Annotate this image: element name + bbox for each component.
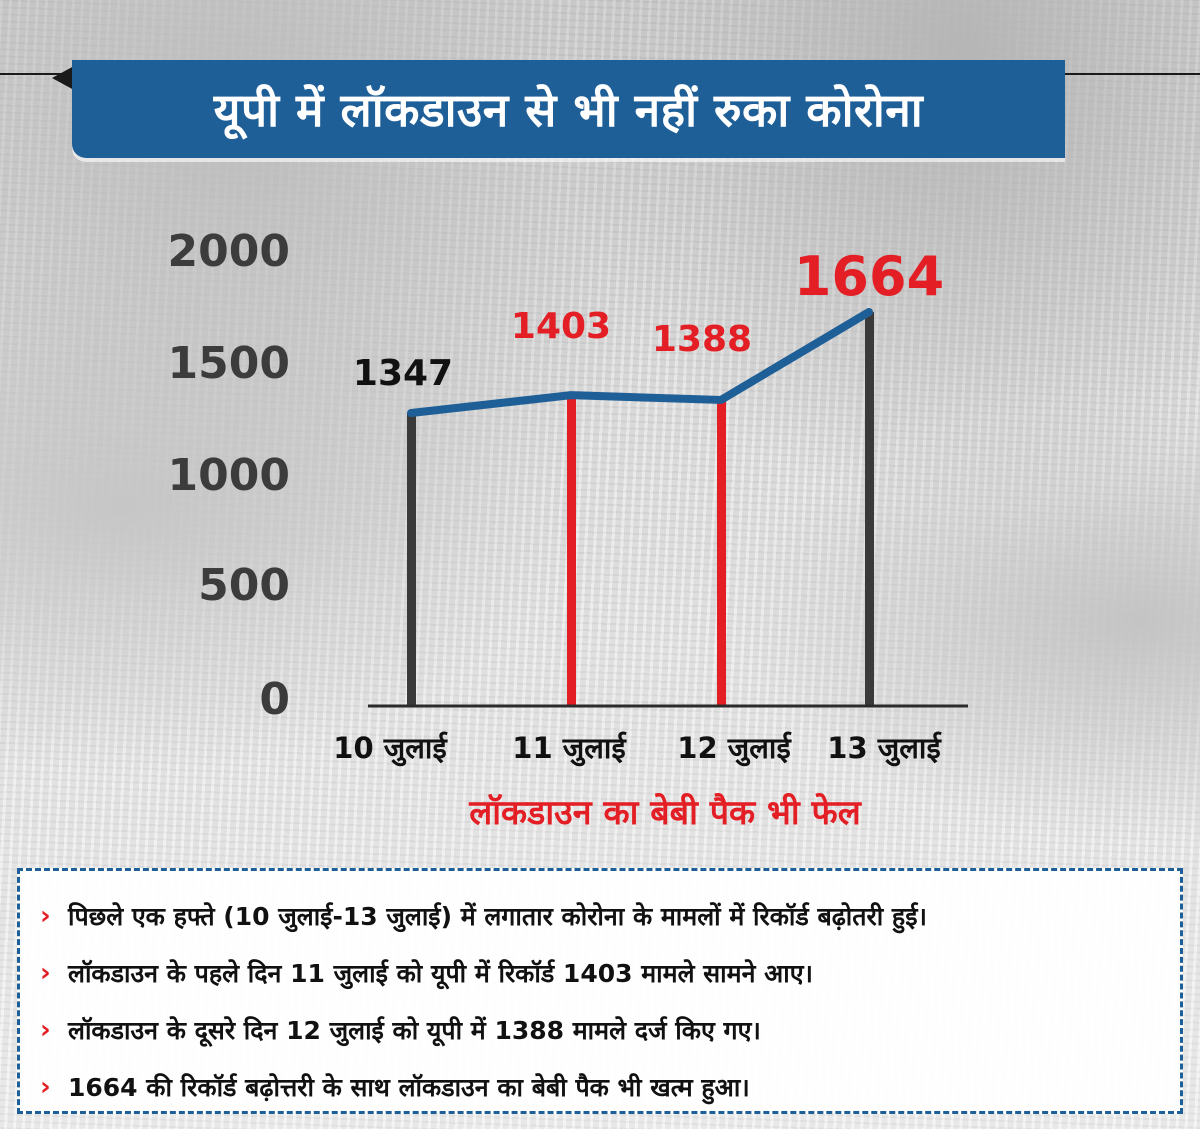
x-tick-label: 10 जुलाई <box>333 731 448 767</box>
chevron-right-icon: › <box>40 900 51 931</box>
bar <box>567 395 576 706</box>
info-box: › पिछले एक हफ्ते (10 जुलाई-13 जुलाई) में… <box>17 868 1183 1114</box>
chevron-right-icon: › <box>40 1014 51 1045</box>
bar <box>865 312 874 706</box>
chevron-right-icon: › <box>40 957 51 988</box>
x-tick-label: 13 जुलाई <box>827 731 942 767</box>
y-axis-ticks: 2000 1500 1000 500 0 <box>168 226 290 725</box>
bullet-item: › पिछले एक हफ्ते (10 जुलाई-13 जुलाई) में… <box>40 887 1160 944</box>
header-rule-left <box>0 73 75 75</box>
bullet-item: › 1664 की रिकॉर्ड बढ़ोत्तरी के साथ लॉकडा… <box>40 1058 1160 1115</box>
chart-subtitle: लॉकडाउन का बेबी पैक भी फेल <box>469 793 861 833</box>
title-banner: यूपी में लॉकडाउन से भी नहीं रुका कोरोना <box>72 60 1065 158</box>
y-tick-label: 500 <box>198 560 290 611</box>
bullet-text: पिछले एक हफ्ते (10 जुलाई-13 जुलाई) में ल… <box>68 901 927 931</box>
y-tick-label: 1500 <box>168 338 290 389</box>
x-axis-ticks: 10 जुलाई 11 जुलाई 12 जुलाई 13 जुलाई <box>333 731 942 767</box>
x-tick-label: 12 जुलाई <box>677 731 792 767</box>
chevron-right-icon: › <box>40 1071 51 1102</box>
bullet-text: 1664 की रिकॉर्ड बढ़ोत्तरी के साथ लॉकडाउन… <box>68 1072 750 1102</box>
data-label: 1664 <box>794 245 944 308</box>
page-title: यूपी में लॉकडाउन से भी नहीं रुका कोरोना <box>213 83 924 137</box>
bar <box>717 399 726 706</box>
y-tick-label: 1000 <box>168 450 290 501</box>
data-label: 1347 <box>353 353 453 394</box>
bullet-item: › लॉकडाउन के पहले दिन 11 जुलाई को यूपी म… <box>40 944 1160 1001</box>
y-tick-label: 2000 <box>168 226 290 277</box>
data-labels: 1347 1403 1388 1664 <box>353 245 944 394</box>
bar <box>407 413 416 706</box>
header-rule-right <box>1065 73 1200 75</box>
x-tick-label: 11 जुलाई <box>512 731 627 767</box>
bars <box>407 312 874 706</box>
data-label: 1403 <box>511 306 611 347</box>
bullet-text: लॉकडाउन के दूसरे दिन 12 जुलाई को यूपी मे… <box>68 1015 761 1045</box>
data-label: 1388 <box>652 319 752 360</box>
banner-notch <box>52 66 74 90</box>
trend-line <box>407 308 873 417</box>
bullet-item: › लॉकडाउन के दूसरे दिन 12 जुलाई को यूपी … <box>40 1001 1160 1058</box>
bullet-text: लॉकडाउन के पहले दिन 11 जुलाई को यूपी में… <box>68 958 813 988</box>
y-tick-label: 0 <box>259 674 290 725</box>
